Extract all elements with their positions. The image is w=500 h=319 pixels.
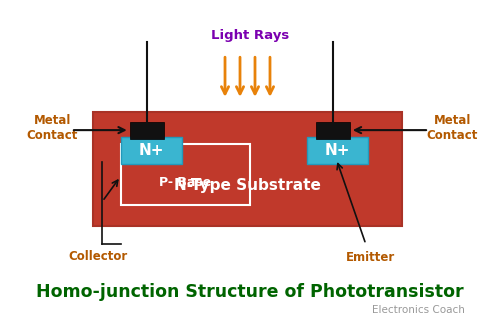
Text: Collector: Collector xyxy=(68,250,128,263)
Bar xyxy=(307,137,368,164)
Text: Emitter: Emitter xyxy=(346,251,395,264)
Text: Contact: Contact xyxy=(426,129,478,142)
Text: Homo-junction Structure of Phototransistor: Homo-junction Structure of Phototransist… xyxy=(36,283,464,301)
Text: P- Base: P- Base xyxy=(159,176,211,189)
Bar xyxy=(130,122,164,139)
Text: N+: N+ xyxy=(138,143,164,158)
Text: Light Rays: Light Rays xyxy=(211,29,289,42)
Text: Metal: Metal xyxy=(34,114,71,127)
Text: N+: N+ xyxy=(324,143,350,158)
Bar xyxy=(94,112,402,226)
Bar xyxy=(316,122,350,139)
Text: Metal: Metal xyxy=(434,114,471,127)
Text: Electronics Coach: Electronics Coach xyxy=(372,305,464,315)
Text: Contact: Contact xyxy=(26,129,78,142)
Text: N-Type Substrate: N-Type Substrate xyxy=(174,178,321,193)
Bar xyxy=(120,137,182,164)
Bar xyxy=(120,144,250,204)
